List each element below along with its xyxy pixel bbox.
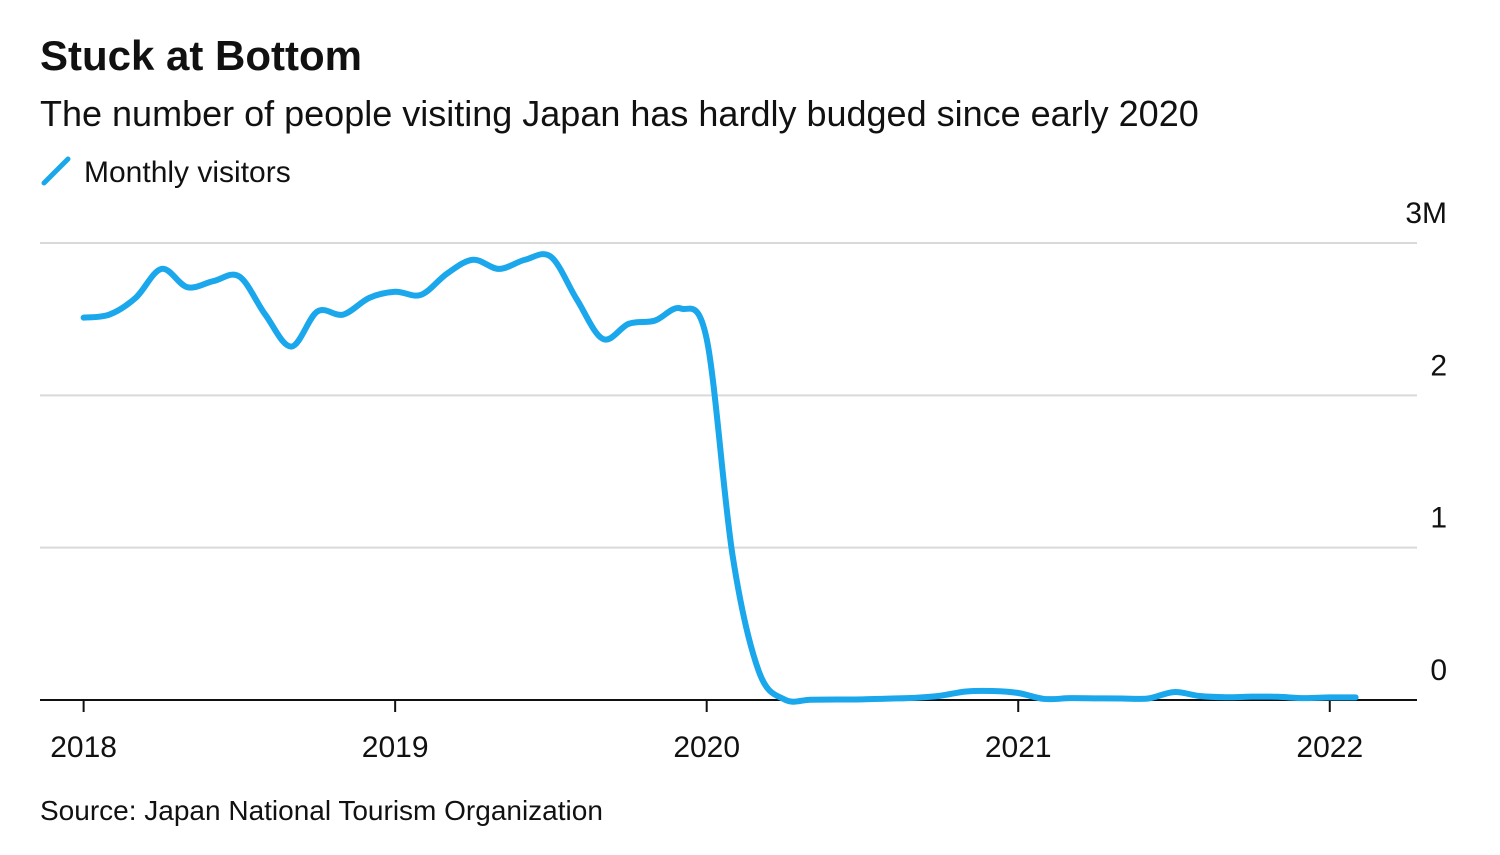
x-tick-label: 2021: [985, 731, 1052, 764]
y-tick-label: 3M: [1405, 197, 1447, 230]
x-tick-label: 2019: [362, 731, 429, 764]
chart-subtitle: The number of people visiting Japan has …: [40, 93, 1199, 134]
x-tick-label: 2020: [673, 731, 740, 764]
x-tick-label: 2018: [50, 731, 117, 764]
x-tick-label: 2022: [1296, 731, 1363, 764]
chart-title: Stuck at Bottom: [40, 32, 362, 79]
y-tick-label: 2: [1430, 349, 1447, 382]
y-tick-label: 1: [1430, 502, 1447, 535]
y-tick-label: 0: [1430, 654, 1447, 687]
legend-label: Monthly visitors: [84, 156, 291, 189]
source-note: Source: Japan National Tourism Organizat…: [40, 795, 603, 826]
legend-icon: [41, 156, 71, 186]
data-line: [80, 251, 1359, 705]
